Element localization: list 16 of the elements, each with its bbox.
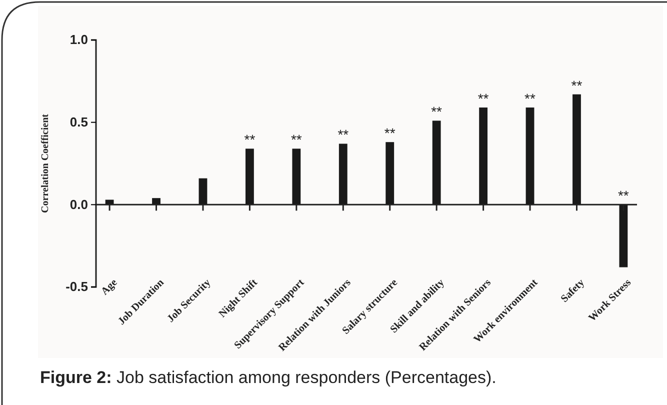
- y-tick-label: 1.0: [70, 32, 88, 48]
- x-tick-label: Age: [100, 277, 120, 298]
- y-tick-label: 0.0: [70, 196, 88, 212]
- y-tick-label: -0.5: [66, 279, 88, 294]
- annotation: **: [338, 126, 350, 143]
- annotation: **: [431, 104, 443, 120]
- annotation: **: [618, 188, 630, 204]
- annotation: **: [524, 90, 536, 107]
- annotation: **: [384, 125, 396, 142]
- y-axis-title: Correlation Coefficient: [40, 113, 51, 213]
- annotation: **: [290, 132, 302, 148]
- annotation: **: [244, 132, 256, 148]
- annotation: **: [478, 90, 490, 107]
- annotation: **: [571, 77, 583, 94]
- y-tick-label: 0.5: [70, 114, 88, 130]
- caption: Figure 2: Job satisfaction among responders (Percentages).: [40, 368, 496, 387]
